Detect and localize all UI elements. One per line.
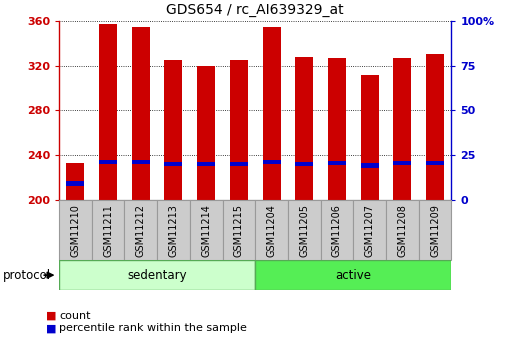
Bar bbox=[328, 58, 346, 200]
Title: GDS654 / rc_AI639329_at: GDS654 / rc_AI639329_at bbox=[166, 3, 344, 17]
Bar bbox=[353, 200, 386, 260]
Text: GSM11214: GSM11214 bbox=[201, 204, 211, 257]
Text: GSM11212: GSM11212 bbox=[136, 204, 146, 257]
Bar bbox=[419, 200, 451, 260]
Text: GSM11204: GSM11204 bbox=[267, 204, 277, 257]
Text: GSM11206: GSM11206 bbox=[332, 204, 342, 257]
Bar bbox=[124, 200, 157, 260]
Text: sedentary: sedentary bbox=[127, 269, 187, 282]
Bar bbox=[223, 200, 255, 260]
Text: GSM11208: GSM11208 bbox=[398, 204, 407, 257]
Text: GSM11210: GSM11210 bbox=[70, 204, 81, 257]
Bar bbox=[66, 181, 84, 186]
Text: GSM11205: GSM11205 bbox=[299, 204, 309, 257]
Bar bbox=[230, 60, 248, 200]
Bar bbox=[361, 75, 379, 200]
Bar bbox=[197, 66, 215, 200]
Bar bbox=[59, 260, 255, 290]
Text: count: count bbox=[59, 311, 90, 321]
Bar bbox=[288, 200, 321, 260]
Text: ■: ■ bbox=[46, 311, 56, 321]
Bar bbox=[263, 28, 281, 200]
Bar bbox=[230, 162, 248, 167]
Bar bbox=[197, 162, 215, 167]
Bar bbox=[426, 161, 444, 165]
Bar bbox=[132, 28, 150, 200]
Text: percentile rank within the sample: percentile rank within the sample bbox=[59, 324, 247, 333]
Bar bbox=[132, 160, 150, 164]
Text: ■: ■ bbox=[46, 324, 56, 333]
Bar bbox=[99, 24, 117, 200]
Bar bbox=[295, 162, 313, 167]
Text: active: active bbox=[336, 269, 371, 282]
Bar bbox=[328, 161, 346, 165]
Bar bbox=[92, 200, 125, 260]
Text: GSM11209: GSM11209 bbox=[430, 204, 440, 257]
Bar bbox=[99, 160, 117, 164]
Bar bbox=[157, 200, 190, 260]
Bar bbox=[255, 200, 288, 260]
Text: GSM11211: GSM11211 bbox=[103, 204, 113, 257]
Bar bbox=[393, 161, 411, 165]
Bar bbox=[386, 200, 419, 260]
Text: GSM11213: GSM11213 bbox=[168, 204, 179, 257]
Bar bbox=[66, 163, 84, 200]
Bar bbox=[255, 260, 451, 290]
Text: protocol: protocol bbox=[3, 269, 51, 282]
Bar bbox=[295, 57, 313, 200]
Bar bbox=[165, 162, 183, 167]
Bar bbox=[190, 200, 223, 260]
Bar bbox=[361, 163, 379, 168]
Text: GSM11207: GSM11207 bbox=[365, 204, 374, 257]
Bar bbox=[321, 200, 353, 260]
Bar bbox=[393, 58, 411, 200]
Text: GSM11215: GSM11215 bbox=[234, 204, 244, 257]
Bar bbox=[165, 60, 183, 200]
Bar bbox=[263, 160, 281, 164]
Bar bbox=[59, 200, 92, 260]
Bar bbox=[426, 55, 444, 200]
